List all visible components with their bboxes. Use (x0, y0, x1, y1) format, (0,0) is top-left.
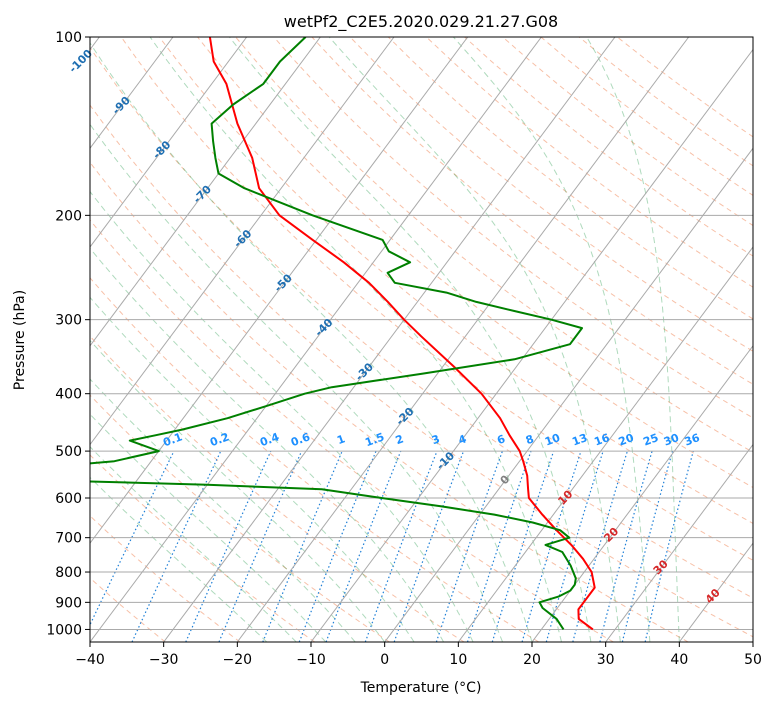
dry-adiabat-line (90, 394, 390, 642)
isotherm-line (90, 37, 321, 347)
dry-adiabat-line (90, 454, 315, 642)
mixing-ratio-line (466, 450, 532, 642)
mixing-ratio-label: 0.4 (258, 430, 281, 449)
x-tick-label: 0 (380, 652, 389, 668)
y-tick-label: 500 (55, 444, 82, 460)
dry-adiabat-line (90, 577, 166, 642)
mixing-ratio-line (364, 450, 438, 642)
x-tick-label: 50 (744, 652, 762, 668)
isotherm-line (310, 48, 753, 642)
moist-adiabat-line (328, 37, 621, 642)
x-axis-title: Temperature (°C) (360, 680, 482, 696)
x-tick-label: −40 (75, 652, 105, 668)
mixing-ratio-label: 0.6 (289, 430, 312, 449)
chart-title: wetPf2_C2E5.2020.029.21.27.G08 (284, 12, 558, 32)
mixing-ratio-labels: 0.1 0.2 0.4 0.6 1 1.5 2 3 4 6 8 10 13 16 20 25 30 36 (161, 430, 701, 449)
mixing-ratio-label: 2 (394, 432, 406, 447)
mixing-ratio-line (521, 450, 582, 642)
y-tick-label: 700 (55, 531, 82, 547)
dry-adiabat-line (273, 37, 753, 419)
moist-adiabat-line (90, 378, 356, 642)
dry-adiabat-line (349, 37, 753, 352)
x-axis: −40 −30 −20 −10 0 10 20 30 40 50 (75, 642, 762, 668)
x-tick-label: 30 (597, 652, 615, 668)
mixing-ratio-line (325, 450, 402, 642)
moist-adiabat-line (149, 37, 562, 642)
dry-adiabat-line (90, 277, 540, 642)
y-axis-title: Pressure (hPa) (12, 290, 28, 390)
mixing-ratio-line (621, 450, 674, 642)
mixing-ratio-label: 0.1 (161, 430, 184, 449)
dry-adiabat-line (120, 37, 753, 561)
moist-adiabat-line (90, 296, 415, 642)
mixing-ratio-label: 1.5 (363, 430, 386, 449)
mixing-ratio-line (298, 450, 377, 642)
y-axis: 100 200 300 400 500 600 700 800 900 1000 (46, 30, 90, 638)
mixing-ratio-label: 20 (617, 431, 636, 449)
isotherm-line (605, 443, 753, 642)
isotherm-line (236, 37, 690, 642)
isotherm-line (384, 147, 753, 642)
y-tick-label: 100 (55, 30, 82, 46)
moist-adiabat-line (453, 37, 651, 642)
mixing-ratio-label: 36 (683, 431, 702, 449)
isotherm-line (90, 37, 469, 545)
y-tick-label: 800 (55, 565, 82, 581)
mixing-ratio-label: 8 (524, 432, 536, 447)
y-tick-label: 400 (55, 387, 82, 403)
isotherm-line (90, 37, 542, 642)
mixing-ratio-line (491, 450, 555, 642)
mixing-ratio-line (599, 450, 653, 642)
moist-adiabat-line (229, 37, 592, 642)
dry-adiabat-line (90, 219, 614, 642)
moist-adiabat-line (90, 41, 533, 642)
mixing-ratio-label: 13 (570, 431, 589, 448)
y-tick-label: 900 (55, 595, 82, 611)
moist-adiabat-line (90, 123, 503, 642)
mixing-ratio-label: 16 (593, 431, 612, 449)
isotherm-line (457, 246, 753, 642)
x-tick-label: −20 (223, 652, 253, 668)
mixing-ratio-label: 30 (662, 431, 681, 449)
y-tick-label: 200 (55, 208, 82, 224)
mixing-ratio-label: 4 (457, 432, 469, 447)
y-tick-label: 1000 (46, 622, 82, 638)
mixing-ratio-line (435, 450, 503, 642)
mixing-ratio-label: 25 (641, 431, 660, 448)
x-tick-label: 40 (670, 652, 688, 668)
mixing-ratio-line (262, 450, 343, 642)
dry-adiabat-line (197, 37, 753, 489)
mixing-ratio-line (185, 450, 272, 642)
temperature-profile-line (208, 37, 596, 631)
mixing-ratio-label: 0.2 (208, 430, 231, 449)
dry-adiabat-line (235, 37, 753, 453)
dry-adiabat-line (90, 161, 689, 642)
mixing-ratio-label: 1 (335, 432, 347, 447)
y-tick-label: 600 (55, 491, 82, 507)
dewpoint-profile-line (90, 37, 583, 630)
mixing-ratio-line (218, 450, 303, 642)
background-lines (90, 37, 753, 642)
x-tick-label: 10 (449, 652, 467, 668)
isotherm-line (90, 37, 395, 446)
plot-frame (89, 36, 754, 643)
profiles (90, 37, 596, 631)
x-tick-label: −30 (149, 652, 179, 668)
isotherm-line (531, 344, 753, 642)
moist-adiabat-line (586, 37, 680, 642)
x-tick-label: −10 (296, 652, 326, 668)
moist-adiabat-line (90, 339, 386, 642)
mixing-ratio-label: 3 (430, 432, 442, 447)
mixing-ratio-label: 10 (543, 431, 562, 449)
isotherm-line (90, 37, 174, 150)
isotherm-line (163, 37, 616, 642)
x-tick-label: 20 (523, 652, 541, 668)
isotherm-line (90, 37, 248, 248)
mixing-ratio-label: 6 (495, 432, 507, 447)
y-tick-label: 300 (55, 313, 82, 329)
dry-adiabat-line (426, 37, 753, 288)
